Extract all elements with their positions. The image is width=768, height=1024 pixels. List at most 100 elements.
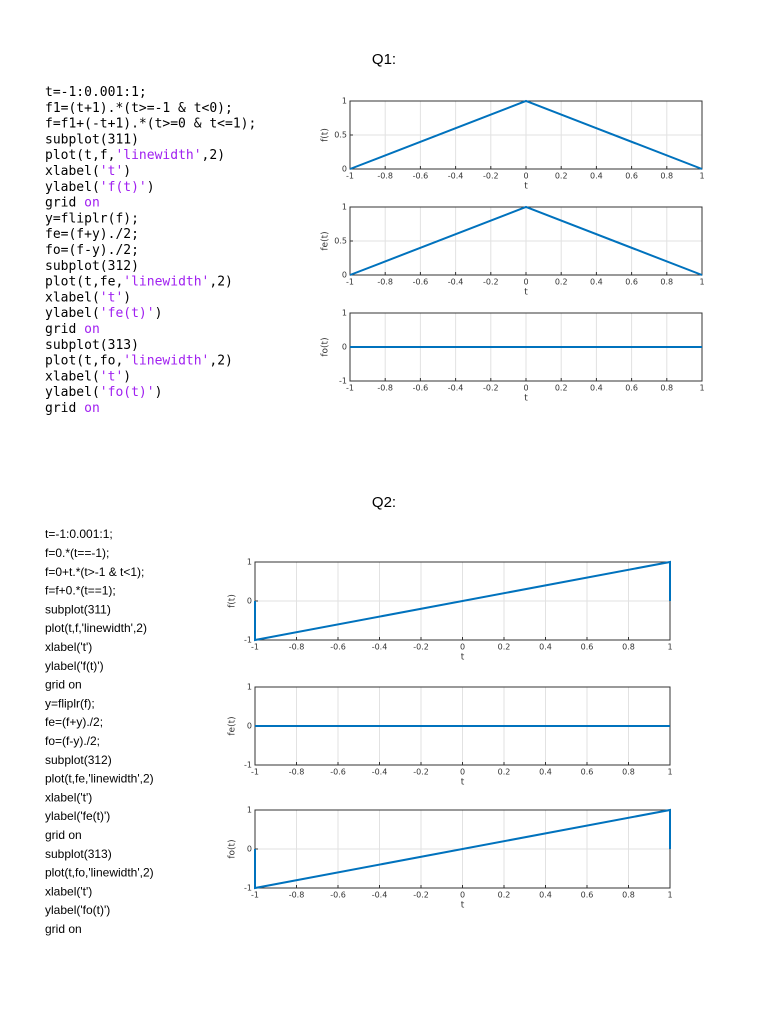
x-tick-label: 0: [523, 172, 528, 181]
x-tick-label: 0.4: [539, 768, 552, 777]
y-tick-label: 0: [247, 845, 252, 854]
y-tick-label: 1: [247, 806, 252, 815]
x-tick-label: -1: [346, 384, 354, 393]
code-line: y=fliplr(f);: [45, 211, 139, 226]
x-tick-label: -1: [251, 643, 259, 652]
x-tick-label: 0.2: [498, 643, 511, 652]
x-tick-label: -0.4: [372, 891, 388, 900]
x-tick-label: -0.2: [483, 172, 499, 181]
y-tick-label: -1: [244, 884, 252, 893]
code-line: plot(t,fe,'linewidth',2): [45, 772, 154, 786]
y-tick-label: 1: [342, 309, 347, 318]
code-line: xlabel('t'): [45, 884, 92, 898]
x-tick-label: 0.6: [581, 891, 594, 900]
x-tick-label: 0.4: [590, 278, 603, 287]
code-line: f=0+t.*(t>-1 & t<1);: [45, 565, 144, 579]
code-line: grid on: [45, 401, 100, 416]
x-tick-label: -1: [346, 172, 354, 181]
code-line: fe=(f+y)./2;: [45, 715, 103, 729]
code-line: subplot(311): [45, 132, 139, 147]
x-tick-label: 0.8: [660, 278, 673, 287]
data-line: [349, 99, 703, 170]
x-tick-label: -0.6: [413, 172, 429, 181]
code-line: subplot(313): [45, 337, 139, 352]
y-tick-label: -1: [244, 761, 252, 770]
y-tick-label: 0: [247, 722, 252, 731]
x-tick-label: 0.4: [539, 643, 552, 652]
code-line: ylabel('fo(t)'): [45, 385, 162, 400]
y-axis-label: fe(t): [228, 716, 238, 735]
x-tick-label: -0.8: [289, 891, 305, 900]
y-tick-label: 1: [247, 683, 252, 692]
code-line: fe=(f+y)./2;: [45, 227, 139, 242]
x-tick-label: 0.8: [622, 891, 635, 900]
x-tick-label: -0.4: [372, 768, 388, 777]
x-tick-label: -0.4: [448, 278, 464, 287]
x-tick-label: 0.4: [590, 172, 603, 181]
code-line: fo=(f-y)./2;: [45, 734, 100, 748]
x-tick-label: 1: [699, 172, 704, 181]
y-axis-label: f(t): [228, 594, 238, 608]
code-line: ylabel('f(t)'): [45, 179, 155, 194]
x-tick-label: 0.8: [622, 643, 635, 652]
y-tick-label: 0: [342, 165, 347, 174]
x-tick-label: 0.2: [555, 278, 568, 287]
x-tick-label: 0.6: [625, 172, 638, 181]
x-tick-label: 0.8: [660, 172, 673, 181]
data-line: [254, 560, 671, 642]
x-tick-label: 1: [667, 891, 672, 900]
y-tick-label: 0: [247, 597, 252, 606]
x-tick-label: 0: [460, 891, 465, 900]
x-tick-label: 0: [460, 768, 465, 777]
code-line: grid on: [45, 922, 82, 936]
x-tick-label: -0.2: [413, 768, 429, 777]
code-line: plot(t,fo,'linewidth',2): [45, 866, 154, 880]
x-tick-label: -0.4: [448, 172, 464, 181]
code-line: ylabel('f(t)'): [45, 659, 104, 673]
code-line: grid on: [45, 828, 82, 842]
x-tick-label: -0.4: [372, 643, 388, 652]
x-tick-label: -0.8: [289, 643, 305, 652]
y-tick-label: 0.5: [334, 131, 347, 140]
x-tick-label: 0.6: [581, 768, 594, 777]
code-line: ylabel('fe(t)'): [45, 306, 162, 321]
x-tick-label: -0.8: [377, 384, 393, 393]
x-tick-label: 0.6: [625, 278, 638, 287]
code-line: y=fliplr(f);: [45, 696, 95, 710]
x-axis-label: t: [524, 288, 528, 298]
x-tick-label: -0.6: [330, 768, 346, 777]
data-line: [254, 808, 671, 890]
code-line: t=-1:0.001:1;: [45, 527, 113, 541]
y-tick-label: 0: [342, 343, 347, 352]
x-tick-label: 0.6: [625, 384, 638, 393]
x-tick-label: 0.2: [498, 891, 511, 900]
x-tick-label: 1: [699, 278, 704, 287]
x-tick-label: -0.4: [448, 384, 464, 393]
code-line: f=f1+(-t+1).*(t>=0 & t<=1);: [45, 116, 256, 131]
code-line: plot(t,f,'linewidth',2): [45, 621, 147, 635]
x-axis-label: t: [461, 901, 465, 911]
code-line: plot(t,fe,'linewidth',2): [45, 274, 233, 289]
x-tick-label: -1: [346, 278, 354, 287]
heading: Q1:: [372, 51, 396, 68]
x-axis-label: t: [524, 182, 528, 192]
code-line: plot(t,fo,'linewidth',2): [45, 353, 233, 368]
x-tick-label: -0.2: [483, 384, 499, 393]
x-tick-label: 0.4: [539, 891, 552, 900]
code-line: fo=(f-y)./2;: [45, 243, 139, 258]
y-tick-label: 0: [342, 271, 347, 280]
x-tick-label: 0.6: [581, 643, 594, 652]
code-line: f1=(t+1).*(t>=-1 & t<0);: [45, 100, 233, 115]
code-line: xlabel('t'): [45, 790, 92, 804]
code-line: t=-1:0.001:1;: [45, 85, 147, 100]
code-line: xlabel('t'): [45, 290, 131, 305]
x-tick-label: -0.2: [483, 278, 499, 287]
x-axis-label: t: [461, 778, 465, 788]
y-axis-label: fo(t): [228, 839, 238, 858]
y-tick-label: -1: [339, 377, 347, 386]
y-axis-label: fo(t): [321, 337, 331, 356]
x-axis-label: t: [524, 394, 528, 404]
x-axis-label: t: [461, 653, 465, 663]
y-tick-label: 1: [342, 97, 347, 106]
x-tick-label: 0.8: [622, 768, 635, 777]
